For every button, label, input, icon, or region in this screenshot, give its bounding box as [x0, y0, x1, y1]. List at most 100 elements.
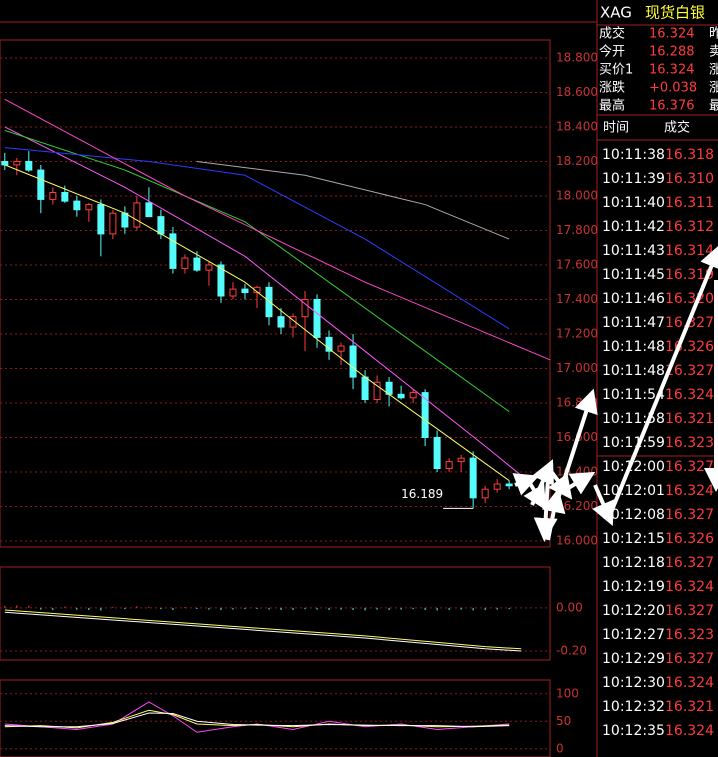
y-tick-label: 17.800	[556, 223, 598, 237]
ma-line	[4, 611, 522, 652]
quote-label: 今开	[599, 44, 625, 60]
charts: 18.800 18.600 18.400 18.200 18.000 17.800 17.6…	[0, 50, 598, 755]
tick-time: 10:12:29	[602, 651, 665, 667]
candle-body	[241, 288, 249, 294]
tick-time: 10:11:54	[602, 387, 665, 403]
ma-line	[4, 98, 551, 361]
tick-price: 16.314	[665, 243, 714, 259]
candle-body	[13, 160, 21, 166]
tick-price: 16.311	[665, 195, 714, 211]
y-tick-label: 18.000	[556, 188, 598, 202]
quote-value: 16.288	[649, 45, 695, 60]
tick-time: 10:11:43	[602, 243, 665, 259]
tick-time: 10:11:45	[602, 267, 665, 283]
tick-time: 10:12:30	[602, 675, 665, 691]
tick-time: 10:11:40	[602, 195, 665, 211]
candle-body	[61, 191, 69, 202]
y-tick-label: 17.600	[556, 257, 598, 271]
tick-price: 16.327	[665, 603, 714, 619]
tick-price: 16.324	[665, 483, 714, 499]
tick-price: 16.327	[665, 363, 714, 379]
ma-line	[4, 147, 510, 330]
y-tick-label: 17.000	[556, 361, 598, 375]
tick-time: 10:12:08	[602, 507, 665, 523]
tick-price: 16.327	[665, 555, 714, 571]
symbol: XAG	[600, 4, 632, 22]
y-tick-label: 50	[556, 714, 571, 728]
quote-value: +0.038	[649, 81, 697, 96]
y-tick-label: 17.400	[556, 292, 598, 306]
tick-time: 10:11:38	[602, 147, 665, 163]
ma-line	[4, 712, 510, 728]
candle-body	[457, 457, 465, 463]
y-tick-label: 100	[556, 686, 579, 700]
tick-price: 16.323	[665, 627, 714, 643]
candle-body	[193, 257, 201, 271]
candle-body	[229, 288, 237, 297]
quote-label: 昨	[709, 27, 718, 42]
y-tick-label: 18.800	[556, 50, 598, 64]
y-tick-label: 16.000	[556, 533, 598, 547]
candle-body	[373, 381, 381, 401]
tick-price: 16.312	[665, 219, 714, 235]
candle-body	[361, 376, 369, 401]
tick-price: 16.327	[665, 459, 714, 475]
tick-price: 16.326	[665, 339, 714, 355]
tick-time: 10:12:18	[602, 555, 665, 571]
y-tick-label: 0.00	[556, 600, 583, 614]
tick-price: 16.324	[665, 387, 714, 403]
tick-time: 10:11:46	[602, 291, 665, 307]
candle-body	[253, 286, 261, 294]
candle-body	[109, 212, 117, 235]
ma-line	[4, 164, 510, 481]
y-tick-label: 18.200	[556, 154, 598, 168]
candle-body	[337, 345, 345, 352]
tick-time: 10:12:32	[602, 699, 665, 715]
candle-body	[121, 212, 129, 228]
candle-body	[181, 257, 189, 269]
ma-line	[4, 126, 522, 476]
tick-price: 16.324	[665, 723, 714, 739]
candle-body	[445, 461, 453, 470]
tick-price: 16.321	[665, 411, 714, 427]
candle-body	[157, 216, 165, 235]
tick-time: 10:12:20	[602, 603, 665, 619]
tick-price: 16.318	[665, 147, 714, 163]
candle-body	[421, 392, 429, 438]
candle-body	[133, 202, 141, 228]
ma-line	[4, 609, 522, 650]
tick-time: 10:12:15	[602, 531, 665, 547]
quote-value: 16.376	[649, 99, 695, 114]
quote-label: 涨跌	[599, 80, 625, 96]
tick-price: 16.324	[665, 579, 714, 595]
candle-body	[313, 298, 321, 338]
quote-label: 卖	[709, 45, 718, 60]
candle-body	[349, 345, 357, 378]
candle-body	[481, 488, 489, 499]
tick-price: 16.324	[665, 675, 714, 691]
quote-value: 16.324	[649, 27, 695, 42]
candle-body	[85, 204, 93, 211]
y-tick-label: 0	[556, 741, 564, 755]
candle-body	[265, 286, 273, 318]
tick-price: 16.327	[665, 507, 714, 523]
tick-time: 10:11:48	[602, 363, 665, 379]
tick-time: 10:11:48	[602, 339, 665, 355]
candle-body	[409, 392, 417, 399]
y-tick-label: 18.600	[556, 85, 598, 99]
candle-body	[505, 483, 513, 487]
candle-body	[325, 336, 333, 352]
tick-price: 16.320	[665, 291, 714, 307]
y-tick-label: 16.400	[556, 464, 598, 478]
candle-body	[49, 191, 57, 200]
tick-time: 10:12:35	[602, 723, 665, 739]
candle-body	[493, 483, 501, 490]
candle-body	[97, 204, 105, 235]
candle-body	[25, 160, 33, 171]
quote-label: 最高	[599, 98, 625, 114]
tick-time: 10:11:39	[602, 171, 665, 187]
annotation: 16.189	[401, 487, 443, 501]
candle-body	[145, 202, 153, 218]
